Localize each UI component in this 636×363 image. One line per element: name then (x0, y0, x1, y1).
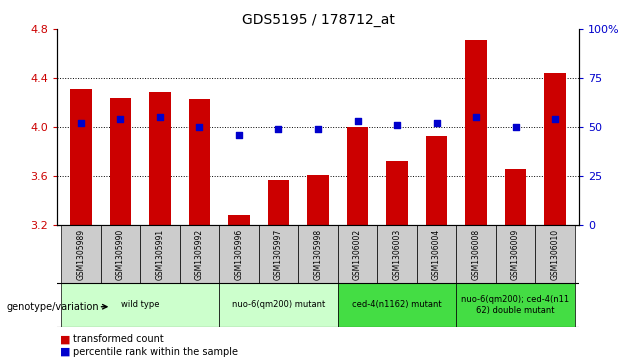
Text: ■: ■ (60, 347, 71, 357)
Text: nuo-6(qm200); ced-4(n11
62) double mutant: nuo-6(qm200); ced-4(n11 62) double mutan… (462, 295, 570, 315)
Bar (505, 169, 527, 225)
Bar (189, 99, 211, 225)
Bar (219, 283, 338, 327)
Bar (377, 225, 417, 283)
Point (511, 124, 521, 130)
Bar (100, 225, 140, 283)
Bar (180, 225, 219, 283)
Point (352, 118, 363, 124)
Text: percentile rank within the sample: percentile rank within the sample (73, 347, 238, 357)
Text: GSM1306003: GSM1306003 (392, 228, 401, 280)
Point (115, 116, 125, 122)
Bar (61, 225, 100, 283)
Point (313, 126, 323, 132)
Text: GSM1305992: GSM1305992 (195, 229, 204, 280)
Bar (140, 225, 180, 283)
Text: GSM1306004: GSM1306004 (432, 228, 441, 280)
Bar (544, 73, 566, 225)
Text: GSM1306008: GSM1306008 (471, 229, 481, 280)
Bar (219, 225, 259, 283)
Text: nuo-6(qm200) mutant: nuo-6(qm200) mutant (232, 301, 325, 309)
Bar (307, 175, 329, 225)
Bar (465, 40, 487, 225)
Text: GSM1305989: GSM1305989 (76, 229, 85, 280)
Point (234, 132, 244, 138)
Text: ced-4(n1162) mutant: ced-4(n1162) mutant (352, 301, 442, 309)
Title: GDS5195 / 178712_at: GDS5195 / 178712_at (242, 13, 394, 26)
Text: GSM1305990: GSM1305990 (116, 228, 125, 280)
Bar (268, 180, 289, 225)
Point (195, 124, 205, 130)
Point (431, 120, 441, 126)
Bar (228, 215, 250, 225)
Bar (338, 225, 377, 283)
Bar (496, 225, 536, 283)
Text: wild type: wild type (121, 301, 160, 309)
Bar (425, 136, 447, 225)
Point (550, 116, 560, 122)
Text: GSM1306002: GSM1306002 (353, 229, 362, 280)
Bar (347, 127, 368, 225)
Text: ■: ■ (60, 334, 71, 344)
Text: genotype/variation: genotype/variation (6, 302, 99, 312)
Text: GSM1305998: GSM1305998 (314, 229, 322, 280)
Text: GSM1305991: GSM1305991 (155, 229, 165, 280)
Point (471, 114, 481, 120)
Bar (149, 91, 171, 225)
Bar (109, 98, 131, 225)
Point (76, 120, 86, 126)
Text: transformed count: transformed count (73, 334, 164, 344)
Bar (417, 225, 456, 283)
Text: GSM1306010: GSM1306010 (551, 229, 560, 280)
Bar (456, 225, 496, 283)
Text: GSM1305996: GSM1305996 (235, 228, 244, 280)
Bar (536, 225, 575, 283)
Bar (61, 283, 219, 327)
Bar (70, 89, 92, 225)
Bar (298, 225, 338, 283)
Point (155, 114, 165, 120)
Bar (259, 225, 298, 283)
Bar (386, 161, 408, 225)
Point (273, 126, 284, 132)
Bar (456, 283, 575, 327)
Point (392, 122, 402, 128)
Text: GSM1305997: GSM1305997 (274, 228, 283, 280)
Text: GSM1306009: GSM1306009 (511, 228, 520, 280)
Bar (338, 283, 456, 327)
